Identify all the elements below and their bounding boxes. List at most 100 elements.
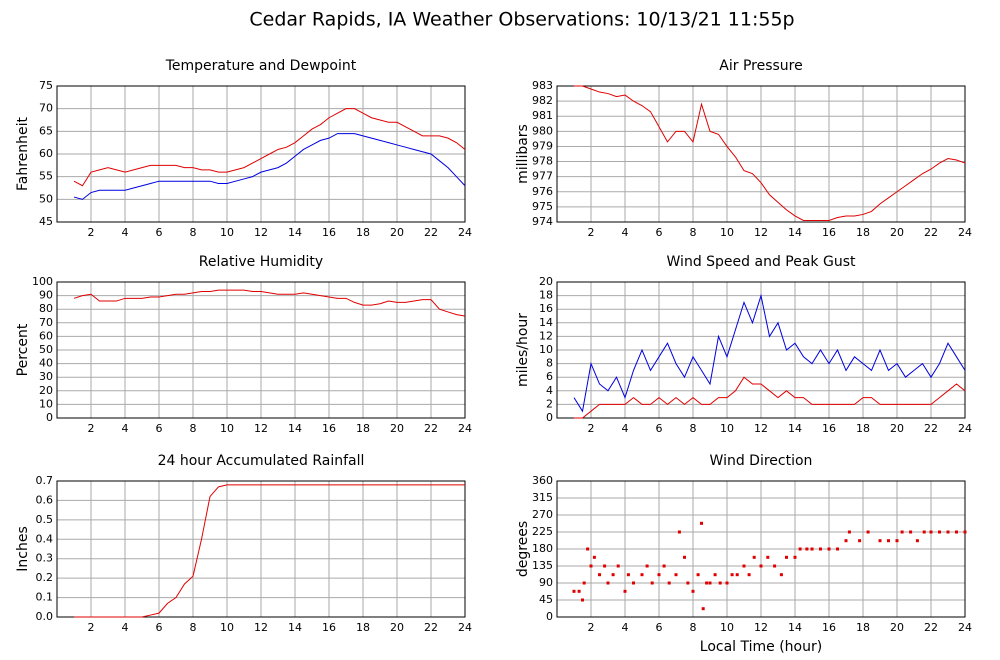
y-tick-label: 0.5 xyxy=(36,513,54,526)
y-tick-label: 0 xyxy=(46,411,53,424)
y-tick-label: 30 xyxy=(39,370,53,383)
x-tick-label: 14 xyxy=(288,422,302,435)
x-tick-label: 8 xyxy=(690,226,697,239)
y-tick-label: 90 xyxy=(539,576,553,589)
x-tick-label: 14 xyxy=(788,621,802,634)
data-point xyxy=(742,564,746,568)
data-point xyxy=(708,581,712,585)
x-tick-label: 20 xyxy=(390,226,404,239)
y-tick-label: 45 xyxy=(39,215,53,228)
x-tick-label: 16 xyxy=(322,226,336,239)
data-point xyxy=(606,581,610,585)
y-tick-label: 0.0 xyxy=(36,610,54,623)
x-tick-label: 6 xyxy=(656,621,663,634)
x-tick-label: 20 xyxy=(890,422,904,435)
y-tick-label: 10 xyxy=(39,397,53,410)
x-tick-label: 4 xyxy=(122,422,129,435)
data-point xyxy=(827,547,831,551)
data-point xyxy=(922,530,926,534)
y-tick-label: 20 xyxy=(39,384,53,397)
data-point xyxy=(735,573,739,577)
data-point xyxy=(725,581,729,585)
data-point xyxy=(691,589,695,593)
y-tick-label: 982 xyxy=(532,94,553,107)
data-point xyxy=(747,573,751,577)
y-tick-label: 0.3 xyxy=(36,552,54,565)
data-point xyxy=(847,530,851,534)
data-point xyxy=(696,573,700,577)
y-tick-label: 135 xyxy=(532,559,553,572)
data-point xyxy=(793,555,797,559)
x-tick-label: 22 xyxy=(924,621,938,634)
y-axis-label: Inches xyxy=(15,526,31,571)
y-tick-label: 14 xyxy=(539,316,553,329)
x-tick-label: 10 xyxy=(220,621,234,634)
x-tick-label: 10 xyxy=(720,422,734,435)
x-tick-label: 20 xyxy=(390,422,404,435)
data-point xyxy=(900,530,904,534)
plot-frame xyxy=(556,281,966,419)
x-tick-label: 2 xyxy=(88,621,95,634)
y-tick-label: 6 xyxy=(546,370,553,383)
data-point xyxy=(858,539,862,543)
data-point xyxy=(779,573,783,577)
x-tick-label: 4 xyxy=(622,422,629,435)
data-point xyxy=(785,555,788,559)
plot-frame xyxy=(56,281,466,419)
x-tick-label: 12 xyxy=(754,422,768,435)
data-point xyxy=(909,530,913,534)
y-axis-label: miles/hour xyxy=(515,313,531,387)
data-point xyxy=(798,547,802,551)
panel-title: Relative Humidity xyxy=(199,254,323,270)
x-tick-label: 18 xyxy=(856,422,870,435)
y-tick-label: 18 xyxy=(539,289,553,302)
data-point xyxy=(836,547,839,551)
x-tick-label: 10 xyxy=(720,621,734,634)
y-tick-label: 60 xyxy=(39,147,53,160)
x-tick-label: 2 xyxy=(588,422,595,435)
panel-title: 24 hour Accumulated Rainfall xyxy=(158,453,365,469)
data-point xyxy=(752,555,756,559)
y-tick-label: 90 xyxy=(39,289,53,302)
y-tick-label: 55 xyxy=(39,170,53,183)
x-tick-label: 16 xyxy=(322,422,336,435)
x-tick-label: 6 xyxy=(656,226,663,239)
y-tick-label: 0.1 xyxy=(36,591,54,604)
y-tick-label: 50 xyxy=(39,343,53,356)
y-tick-label: 4 xyxy=(546,384,553,397)
x-tick-label: 12 xyxy=(254,621,268,634)
data-line xyxy=(73,289,466,317)
data-point xyxy=(650,581,654,585)
data-point xyxy=(963,530,967,534)
y-tick-label: 975 xyxy=(532,200,553,213)
y-tick-label: 980 xyxy=(532,124,553,137)
data-point xyxy=(683,555,686,559)
y-axis-label: Fahrenheit xyxy=(15,116,31,191)
x-tick-label: 18 xyxy=(856,226,870,239)
y-tick-label: 65 xyxy=(39,124,53,137)
y-tick-label: 8 xyxy=(546,357,553,370)
y-tick-label: 180 xyxy=(532,542,553,555)
y-tick-label: 0 xyxy=(546,610,553,623)
data-point xyxy=(895,539,899,543)
x-tick-label: 18 xyxy=(356,226,370,239)
data-point xyxy=(589,564,593,568)
x-tick-label: 12 xyxy=(254,226,268,239)
data-point xyxy=(701,607,705,611)
x-tick-label: 16 xyxy=(822,226,836,239)
data-point xyxy=(946,530,950,534)
data-point xyxy=(611,573,615,577)
x-tick-label: 2 xyxy=(588,226,595,239)
x-tick-label: 10 xyxy=(220,226,234,239)
y-axis-label: Percent xyxy=(15,323,31,376)
x-tick-label: 10 xyxy=(720,226,734,239)
x-tick-label: 24 xyxy=(458,422,472,435)
x-tick-label: 12 xyxy=(254,422,268,435)
x-tick-label: 24 xyxy=(458,226,472,239)
data-point xyxy=(929,530,933,534)
y-tick-label: 360 xyxy=(532,474,553,487)
y-tick-label: 978 xyxy=(532,155,553,168)
